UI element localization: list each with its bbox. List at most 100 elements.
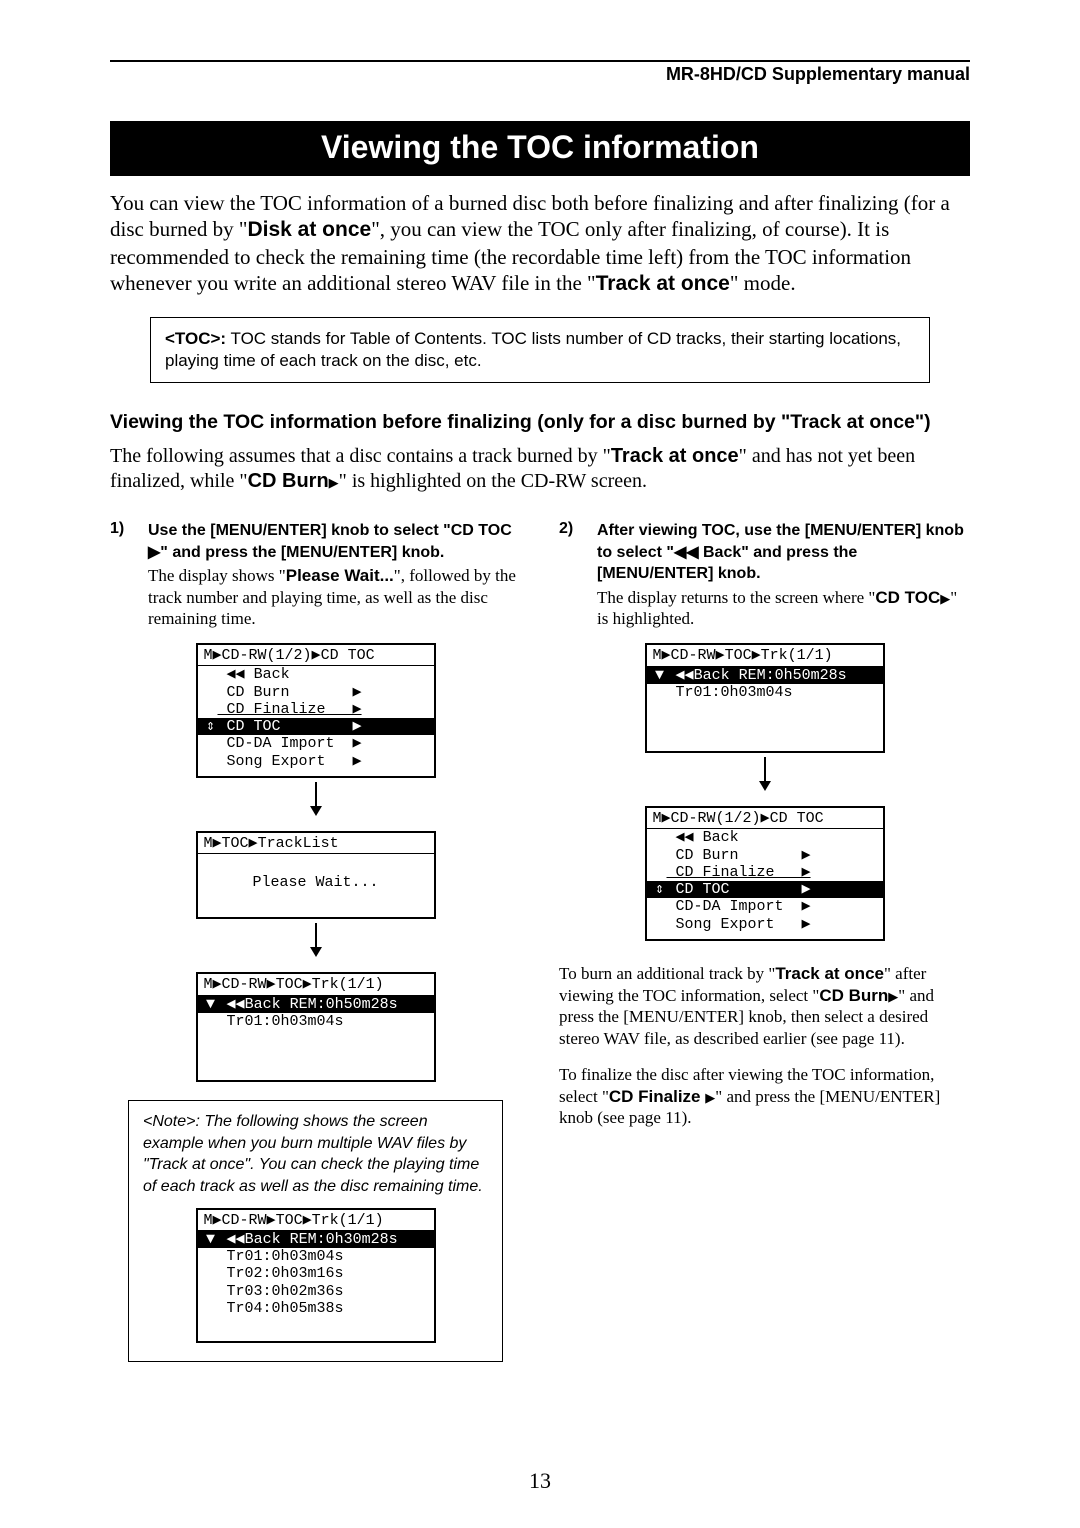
intro-dao: Disk at once bbox=[247, 218, 371, 241]
si-tri: ▶ bbox=[329, 475, 339, 490]
down-tri-icon: ▼ bbox=[653, 667, 667, 684]
updown-icon: ⇕ bbox=[653, 881, 667, 898]
lcdr2-r6: Song Export ▶ bbox=[647, 916, 883, 933]
lcdr2-r2t: CD Burn ▶ bbox=[667, 847, 811, 864]
fp-cdfin: CD Finalize bbox=[609, 1087, 705, 1106]
sb1pw: Please Wait... bbox=[286, 566, 394, 585]
sb2tri: ▶ bbox=[940, 591, 950, 606]
bp-tri: ▶ bbox=[888, 989, 898, 1004]
step-1-head: Use the [MENU/ENTER] knob to select "CD … bbox=[148, 520, 521, 563]
down-tri-icon: ▼ bbox=[204, 996, 218, 1013]
lcdr2-r4: ⇕ CD TOC ▶ bbox=[647, 881, 883, 898]
lcd1-r1: ◀◀ Back bbox=[198, 666, 434, 683]
lcdr1-r2: Tr01:0h03m04s bbox=[647, 684, 883, 701]
arrow-down-icon bbox=[308, 923, 324, 957]
intro-tao: Track at once bbox=[596, 272, 730, 295]
toc-def-label: <TOC>: bbox=[165, 329, 226, 348]
lcd3-r1: ▼ ◀◀Back REM:0h50m28s bbox=[198, 996, 434, 1013]
lcdr2-r3: CD Finalize ▶ bbox=[647, 864, 883, 881]
step-1-num: 1) bbox=[110, 520, 130, 563]
right-column: 2) After viewing TOC, use the [MENU/ENTE… bbox=[559, 520, 970, 1362]
bp-a: To burn an additional track by " bbox=[559, 964, 775, 983]
toc-def-body: TOC stands for Table of Contents. TOC li… bbox=[165, 329, 901, 370]
lcd4-r3: Tr02:0h03m16s bbox=[198, 1265, 434, 1282]
lcd1-r4t: CD TOC ▶ bbox=[218, 718, 362, 735]
two-column-layout: 1) Use the [MENU/ENTER] knob to select "… bbox=[110, 520, 970, 1362]
step-1: 1) Use the [MENU/ENTER] knob to select "… bbox=[110, 520, 521, 563]
step-1-body: The display shows "Please Wait...", foll… bbox=[148, 565, 521, 629]
updown-icon: ⇕ bbox=[204, 718, 218, 735]
lcd4-r3t: Tr02:0h03m16s bbox=[218, 1265, 344, 1282]
lcd1-r3: CD Finalize ▶ bbox=[198, 701, 434, 718]
lcdr2-r1t: ◀◀ Back bbox=[667, 829, 739, 846]
header-rule bbox=[110, 60, 970, 62]
lcdr2-r1: ◀◀ Back bbox=[647, 829, 883, 846]
down-tri-icon: ▼ bbox=[204, 1231, 218, 1248]
lcd1-r2: CD Burn ▶ bbox=[198, 684, 434, 701]
step-2-body: The display returns to the screen where … bbox=[597, 587, 970, 630]
lcd2-hdr: M▶TOC▶TrackList bbox=[198, 835, 434, 854]
lcd3-r2t: Tr01:0h03m04s bbox=[218, 1013, 344, 1030]
lcd1-r6: Song Export ▶ bbox=[198, 753, 434, 770]
lcd-screen-r1: M▶CD-RW▶TOC▶Trk(1/1) ▼ ◀◀Back REM:0h50m2… bbox=[645, 643, 885, 753]
lcd1-r6t: Song Export ▶ bbox=[218, 753, 362, 770]
sb2cdtoc: CD TOC bbox=[875, 588, 940, 607]
lcdr2-r6t: Song Export ▶ bbox=[667, 916, 811, 933]
subsection-heading: Viewing the TOC information before final… bbox=[110, 411, 970, 434]
arrow-down-r bbox=[559, 757, 970, 796]
arrow-down-1 bbox=[110, 782, 521, 821]
lcd3-r2: Tr01:0h03m04s bbox=[198, 1013, 434, 1030]
page-number: 13 bbox=[0, 1468, 1080, 1494]
lcdr2-r4t: CD TOC ▶ bbox=[667, 881, 811, 898]
lcd4-hdr: M▶CD-RW▶TOC▶Trk(1/1) bbox=[198, 1212, 434, 1231]
lcdr2-r5: CD-DA Import ▶ bbox=[647, 898, 883, 915]
finalize-paragraph: To finalize the disc after viewing the T… bbox=[559, 1064, 970, 1129]
lcd3-r1t: ◀◀Back REM:0h50m28s bbox=[218, 996, 398, 1013]
lcdr2-r2: CD Burn ▶ bbox=[647, 847, 883, 864]
lcd4-r1: ▼ ◀◀Back REM:0h30m28s bbox=[198, 1231, 434, 1248]
lcd1-r1t: ◀◀ Back bbox=[218, 666, 290, 683]
sb1a: The display shows " bbox=[148, 566, 286, 585]
step-2-num: 2) bbox=[559, 520, 579, 585]
arrow-down-icon bbox=[308, 782, 324, 816]
lcd-screen-3: M▶CD-RW▶TOC▶Trk(1/1) ▼ ◀◀Back REM:0h50m2… bbox=[196, 972, 436, 1082]
arrow-down-2 bbox=[110, 923, 521, 962]
note-box: <Note>: The following shows the screen e… bbox=[128, 1100, 503, 1362]
lcd4-r1t: ◀◀Back REM:0h30m28s bbox=[218, 1231, 398, 1248]
lcdr2-hdr: M▶CD-RW(1/2)▶CD TOC bbox=[647, 810, 883, 829]
lcd-screen-1: M▶CD-RW(1/2)▶CD TOC ◀◀ Back CD Burn ▶ CD… bbox=[196, 643, 436, 778]
lcd1-r2t: CD Burn ▶ bbox=[218, 684, 362, 701]
left-column: 1) Use the [MENU/ENTER] knob to select "… bbox=[110, 520, 521, 1362]
toc-definition-box: <TOC>: TOC stands for Table of Contents.… bbox=[150, 317, 930, 383]
lcd4-r5: Tr04:0h05m38s bbox=[198, 1300, 434, 1317]
lcd1-r5: CD-DA Import ▶ bbox=[198, 735, 434, 752]
page-content: MR-8HD/CD Supplementary manual Viewing t… bbox=[110, 60, 970, 1362]
lcd4-r2: Tr01:0h03m04s bbox=[198, 1248, 434, 1265]
bp-tao: Track at once bbox=[775, 964, 884, 983]
lcd4-r4: Tr03:0h02m36s bbox=[198, 1283, 434, 1300]
lcd4-r5t: Tr04:0h05m38s bbox=[218, 1300, 344, 1317]
step-2: 2) After viewing TOC, use the [MENU/ENTE… bbox=[559, 520, 970, 585]
lcd-screen-2: M▶TOC▶TrackList Please Wait... bbox=[196, 831, 436, 920]
note-text: <Note>: The following shows the screen e… bbox=[143, 1111, 488, 1197]
lcd2-center: Please Wait... bbox=[198, 854, 434, 911]
sb2a: The display returns to the screen where … bbox=[597, 588, 875, 607]
lcdr1-r2t: Tr01:0h03m04s bbox=[667, 684, 793, 701]
fp-tri: ▶ bbox=[705, 1090, 715, 1105]
lcd1-r3t: CD Finalize ▶ bbox=[218, 701, 362, 718]
step-2-head: After viewing TOC, use the [MENU/ENTER] … bbox=[597, 520, 970, 585]
lcd3-hdr: M▶CD-RW▶TOC▶Trk(1/1) bbox=[198, 976, 434, 995]
lcd4-r2t: Tr01:0h03m04s bbox=[218, 1248, 344, 1265]
lcdr1-hdr: M▶CD-RW▶TOC▶Trk(1/1) bbox=[647, 647, 883, 666]
arrow-down-icon bbox=[757, 757, 773, 791]
lcd1-r4: ⇕ CD TOC ▶ bbox=[198, 718, 434, 735]
lcd-screen-r2: M▶CD-RW(1/2)▶CD TOC ◀◀ Back CD Burn ▶ CD… bbox=[645, 806, 885, 941]
lcd4-r4t: Tr03:0h02m36s bbox=[218, 1283, 344, 1300]
intro-c: " mode. bbox=[730, 271, 796, 295]
si-c: " is highlighted on the CD-RW screen. bbox=[339, 470, 647, 492]
lcd1-r5t: CD-DA Import ▶ bbox=[218, 735, 362, 752]
lcdr2-r5t: CD-DA Import ▶ bbox=[667, 898, 811, 915]
burn-paragraph: To burn an additional track by "Track at… bbox=[559, 963, 970, 1050]
header-product: MR-8HD/CD Supplementary manual bbox=[110, 64, 970, 85]
lcdr2-r3t: CD Finalize ▶ bbox=[667, 864, 811, 881]
